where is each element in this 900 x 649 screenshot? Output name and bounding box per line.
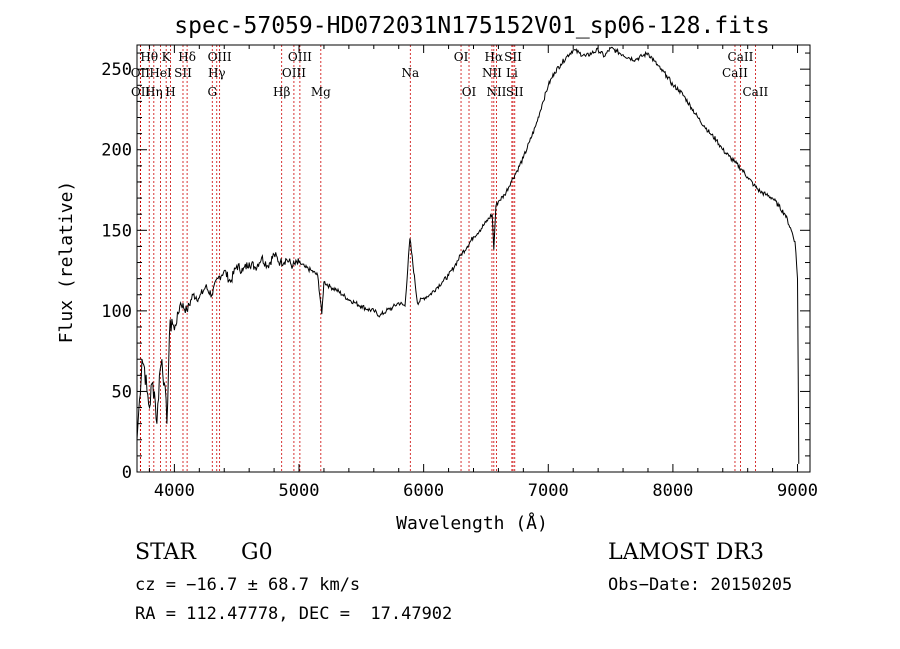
- marker-label: CaII: [728, 50, 754, 64]
- marker-label: SII: [174, 66, 192, 80]
- x-axis-ticks: 4000 5000 6000 7000 8000 9000: [148, 45, 818, 501]
- marker-label: OIII: [282, 66, 306, 80]
- marker-label: NII: [482, 66, 502, 80]
- marker-label: CaII: [742, 85, 768, 99]
- x-tick-label: 8000: [652, 481, 693, 501]
- marker-label: OIII: [288, 50, 312, 64]
- marker-label: HeI: [149, 66, 172, 80]
- marker-label: H: [165, 85, 175, 99]
- y-tick-label: 50: [112, 382, 132, 402]
- marker-label: OIII: [208, 50, 232, 64]
- x-tick-label: 4000: [154, 481, 195, 501]
- marker-label: NII: [486, 85, 506, 99]
- plot-frame: [136, 44, 811, 473]
- marker-label: Hγ: [208, 66, 226, 80]
- x-tick-label: 9000: [777, 481, 818, 501]
- y-tick-label: 0: [122, 463, 132, 483]
- marker-label: Hβ: [273, 85, 290, 99]
- marker-label: OII: [131, 66, 151, 80]
- marker-label: SII: [504, 50, 522, 64]
- chart-title: spec-57059-HD072031N175152V01_sp06-128.f…: [174, 13, 769, 39]
- x-tick-label: 6000: [403, 481, 444, 501]
- line-markers: [139, 45, 756, 472]
- marker-label: G: [207, 85, 217, 99]
- y-axis-label: Flux (relative): [56, 181, 77, 344]
- marker-label: CaII: [722, 66, 748, 80]
- marker-label: Hδ: [178, 50, 196, 64]
- marker-label: OI: [454, 50, 469, 64]
- marker-label: Hη: [145, 85, 163, 99]
- x-axis-label: Wavelength (Å): [396, 512, 548, 534]
- object-class: STAR: [135, 540, 196, 565]
- object-subclass: G0: [241, 540, 273, 565]
- marker-label: Hθ: [140, 50, 158, 64]
- marker-label: Li: [506, 66, 518, 80]
- marker-label: SII: [506, 85, 524, 99]
- obs-date: Obs−Date: 20150205: [608, 575, 793, 595]
- y-tick-label: 250: [101, 60, 132, 80]
- redshift-readout: cz = −16.7 ± 68.7 km/s: [135, 575, 361, 595]
- y-axis-ticks: 0 50 100 150 200 250: [101, 52, 810, 483]
- marker-label: OII: [131, 85, 151, 99]
- marker-label: OI: [462, 85, 477, 99]
- x-tick-label: 7000: [528, 481, 569, 501]
- survey-name: LAMOST DR3: [608, 540, 764, 565]
- y-tick-label: 100: [101, 302, 132, 322]
- y-tick-label: 150: [101, 221, 132, 241]
- marker-label: Hα: [485, 50, 504, 64]
- spectrum-line: [136, 46, 800, 464]
- x-tick-label: 5000: [279, 481, 320, 501]
- y-tick-label: 200: [101, 141, 132, 161]
- coordinates-readout: RA = 112.47778, DEC = 17.47902: [135, 604, 453, 624]
- marker-label: Na: [401, 66, 419, 80]
- marker-label: Mg: [311, 85, 331, 99]
- marker-label: K: [162, 50, 172, 64]
